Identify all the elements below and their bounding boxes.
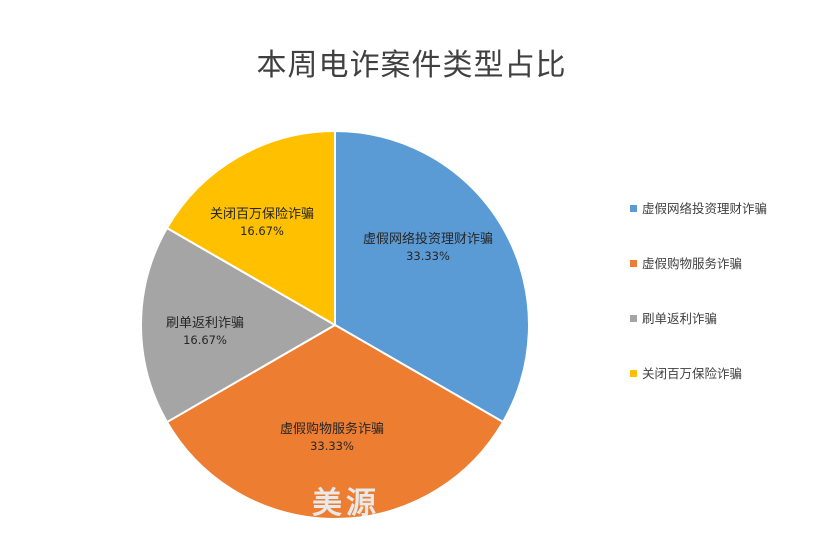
legend-swatch <box>630 315 637 322</box>
legend-label: 刷单返利诈骗 <box>642 311 718 326</box>
slice-label: 虚假购物服务诈骗 <box>280 421 384 437</box>
slice-percent: 16.67% <box>240 224 284 238</box>
legend-swatch <box>630 205 637 212</box>
pie-slice <box>165 129 336 327</box>
pie-slice <box>334 129 530 424</box>
slice-label: 刷单返利诈骗 <box>166 316 244 331</box>
legend-swatch <box>630 370 637 377</box>
legend-swatch <box>630 260 637 267</box>
legend-label: 关闭百万保险诈骗 <box>642 366 743 381</box>
legend-item: 虚假购物服务诈骗 <box>630 255 742 273</box>
watermark: 美源 <box>312 486 380 521</box>
slice-label: 关闭百万保险诈骗 <box>210 207 314 222</box>
chart-title: 本周电诈案件类型占比 <box>256 48 567 83</box>
slice-percent: 33.33% <box>310 439 354 453</box>
slice-label: 虚假网络投资理财诈骗 <box>363 231 493 247</box>
legend-item: 关闭百万保险诈骗 <box>630 365 742 383</box>
legend-item: 虚假网络投资理财诈骗 <box>630 200 767 218</box>
legend-item: 刷单返利诈骗 <box>630 310 717 328</box>
legend-label: 虚假购物服务诈骗 <box>642 256 743 271</box>
pie-slice <box>140 226 337 424</box>
slice-percent: 33.33% <box>406 249 450 263</box>
slice-percent: 16.67% <box>183 333 227 347</box>
pie-slice <box>165 323 505 520</box>
legend-label: 虚假网络投资理财诈骗 <box>642 201 768 216</box>
